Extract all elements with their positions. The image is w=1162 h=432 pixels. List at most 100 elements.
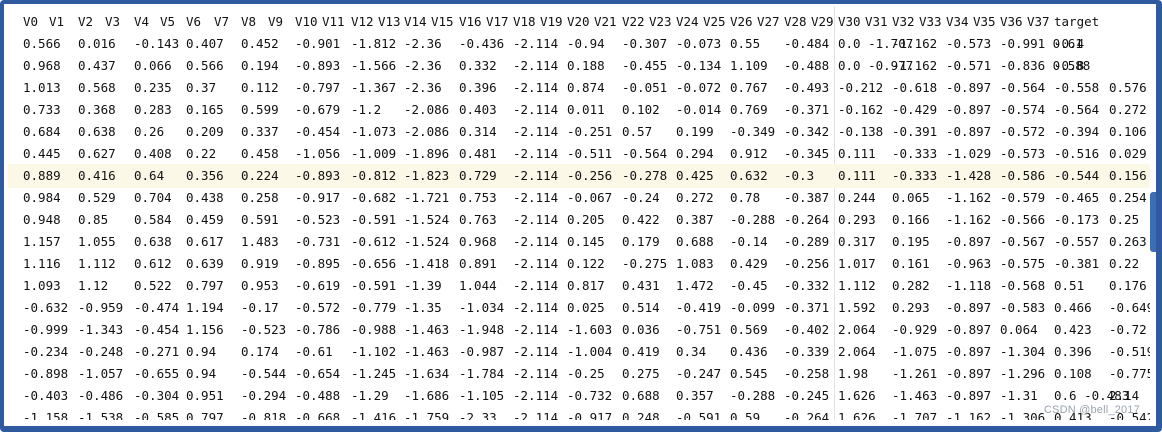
data-line-value: 0.984 <box>23 190 61 205</box>
header-line-value: V16 <box>459 14 482 29</box>
data-line-value: 2.064 <box>838 344 876 359</box>
header-line[interactable]: V0 V1 V2 V3 V4 V5 V6 V7 V8 V9 V10 V11 V12 V13 V14 V15 V1… <box>8 10 1150 34</box>
data-line-value: -2.36 <box>404 58 442 73</box>
data-line-value: -1.524 <box>404 212 450 227</box>
data-line-value: 2.14 <box>1109 388 1140 403</box>
data-line-value: -1.896 <box>404 146 450 161</box>
data-line-value: -0.455 <box>622 58 668 73</box>
data-line-value: -0.572 <box>1000 124 1046 139</box>
data-line-value: -0.371 <box>784 102 830 117</box>
data-line-value: 0.161 <box>892 256 930 271</box>
data-line-value: 0.272 <box>1109 102 1147 117</box>
data-line[interactable]: 1.093 1.12 0.522 0.797 0.953 -0.619 -0.591 -1.3… <box>8 274 1150 298</box>
data-line-value: 0.55 <box>730 36 761 51</box>
data-line-value: -0.619 <box>295 278 341 293</box>
header-line-value: V9 <box>268 14 284 29</box>
data-line-value: -0.488 <box>295 388 341 403</box>
data-line-value: -0.143 <box>134 36 180 51</box>
data-line-value: -0.333 <box>892 168 938 183</box>
data-line-value: 0.025 <box>567 300 605 315</box>
data-line-value: -0.289 <box>784 234 830 249</box>
data-line-value: -2.114 <box>513 36 559 51</box>
data-line-value: -1.948 <box>459 322 505 337</box>
data-line[interactable]: 0.733 0.368 0.283 0.165 0.599 -0.679 -1.2 -2.08… <box>8 98 1150 122</box>
data-line-value: 0.413 <box>1054 410 1092 420</box>
data-line-value: 1.112 <box>838 278 876 293</box>
data-line[interactable]: 0.889 0.416 0.64 0.356 0.224 -0.893 -0.812 -1.8… <box>8 164 1150 188</box>
data-line-value: -0.256 <box>784 256 830 271</box>
data-line-value: -0.258 <box>784 366 830 381</box>
data-line-value: -1.538 <box>78 410 124 420</box>
data-line-value: -0.271 <box>134 344 180 359</box>
data-line[interactable]: -0.898 -1.057 -0.655 0.94 -0.544 -0.654 -1.245… <box>8 362 1150 386</box>
data-line-value: -1.463 <box>404 344 450 359</box>
data-line-value: -0.897 <box>946 322 992 337</box>
data-line-value: -2.114 <box>513 80 559 95</box>
data-line-value: -0.403 <box>23 388 69 403</box>
data-line-value: -0.612 <box>351 234 397 249</box>
data-line-value: -0.542 <box>1109 410 1150 420</box>
data-line[interactable]: 1.157 1.055 0.638 0.617 1.483 -0.731 -0.612 -1.… <box>8 230 1150 254</box>
data-line-value: -0.987 <box>459 344 505 359</box>
data-line-value: 0.165 <box>186 102 224 117</box>
data-line-value: -1.823 <box>404 168 450 183</box>
header-line-value: V22 <box>622 14 645 29</box>
data-line[interactable]: -0.403 -0.486 -0.304 0.951 -0.294 -0.488 -1.29… <box>8 384 1150 408</box>
data-line-value: 1.156 <box>186 322 224 337</box>
data-line-value: -0.897 <box>946 234 992 249</box>
data-line-value: 0.753 <box>459 190 497 205</box>
data-line[interactable]: -0.632 -0.959 -0.474 1.194 -0.17 -0.572 -0.779… <box>8 296 1150 320</box>
header-line-value: V8 <box>241 14 257 29</box>
header-line-value: V1 <box>49 14 65 29</box>
data-line-value: 0.599 <box>241 102 279 117</box>
data-line-value: -0.751 <box>676 322 722 337</box>
data-line-value: -0.585 <box>134 410 180 420</box>
data-line[interactable]: 1.013 0.568 0.235 0.37 0.112 -0.797 -1.367 -2.3… <box>8 76 1150 100</box>
data-line-value: 0.408 <box>134 146 172 161</box>
data-line-value: 0.396 <box>459 80 497 95</box>
data-line-value: -0.655 <box>134 366 180 381</box>
header-line-value: V31 <box>865 14 888 29</box>
data-line-value: 0.263 <box>1109 234 1147 249</box>
data-line-value: -0.731 <box>295 234 341 249</box>
data-line-value: 0.419 <box>622 344 660 359</box>
data-line-value: -0.567 <box>1000 234 1046 249</box>
data-line-value: 1.044 <box>459 278 497 293</box>
vertical-scrollbar[interactable] <box>1150 192 1156 252</box>
data-line-value: 0.436 <box>730 344 768 359</box>
data-line-value: -0.797 <box>295 80 341 95</box>
header-line-value: V17 <box>486 14 509 29</box>
data-line-value: -0.895 <box>295 256 341 271</box>
data-line-value: -1.416 <box>351 410 397 420</box>
header-line-value: V33 <box>919 14 942 29</box>
header-line-value: V36 <box>1000 14 1023 29</box>
data-line[interactable]: 0.566 0.016 -0.143 0.407 0.452 -0.901 -1.812 -2… <box>8 32 1150 56</box>
data-line[interactable]: -1.158 -1.538 -0.585 0.797 -0.818 -0.668 -1.41… <box>8 406 1150 420</box>
data-line-value: -0.339 <box>784 344 830 359</box>
data-line-value: -1.118 <box>946 278 992 293</box>
watermark: CSDN @bell_2017 <box>1043 404 1140 416</box>
data-line[interactable]: 0.684 0.638 0.26 0.209 0.337 -0.454 -1.073 -2.0… <box>8 120 1150 144</box>
data-line[interactable]: -0.999 -1.343 -0.454 1.156 -0.523 -0.786 -0.98… <box>8 318 1150 342</box>
data-line-value: 0.874 <box>567 80 605 95</box>
data-line[interactable]: 1.116 1.112 0.612 0.639 0.919 -0.895 -0.656 -1.… <box>8 252 1150 276</box>
data-line-value: -2.114 <box>513 256 559 271</box>
data-line-value: 0.22 <box>1109 256 1140 271</box>
data-line-value: -0.682 <box>351 190 397 205</box>
header-line-value: V7 <box>214 14 230 29</box>
data-line-value: 0.912 <box>730 146 768 161</box>
editor-text-area[interactable]: V0 V1 V2 V3 V4 V5 V6 V7 V8 V9 V10 V11 V12 V13 V14 V15 V1… <box>8 6 1150 420</box>
data-line-value: 0.244 <box>838 190 876 205</box>
data-line-value: -0.14 <box>730 234 768 249</box>
data-line[interactable]: 0.984 0.529 0.704 0.438 0.258 -0.917 -0.682 -1.… <box>8 186 1150 210</box>
data-line[interactable]: 0.948 0.85 0.584 0.459 0.591 -0.523 -0.591 -1.5… <box>8 208 1150 232</box>
data-line[interactable]: 0.968 0.437 0.066 0.566 0.194 -0.893 -1.566 -2.… <box>8 54 1150 78</box>
header-line-value: V19 <box>540 14 563 29</box>
data-line-value: -0.342 <box>784 124 830 139</box>
data-line-value: 0.529 <box>78 190 116 205</box>
data-line[interactable]: -0.234 -0.248 -0.271 0.94 0.174 -0.61 -1.102 -1… <box>8 340 1150 364</box>
data-line-value: -0.564 <box>622 146 668 161</box>
data-line-value: 0.205 <box>567 212 605 227</box>
data-line[interactable]: 0.445 0.627 0.408 0.22 0.458 -1.056 -1.009 -1.8… <box>8 142 1150 166</box>
data-line-value: 1.109 <box>730 58 768 73</box>
